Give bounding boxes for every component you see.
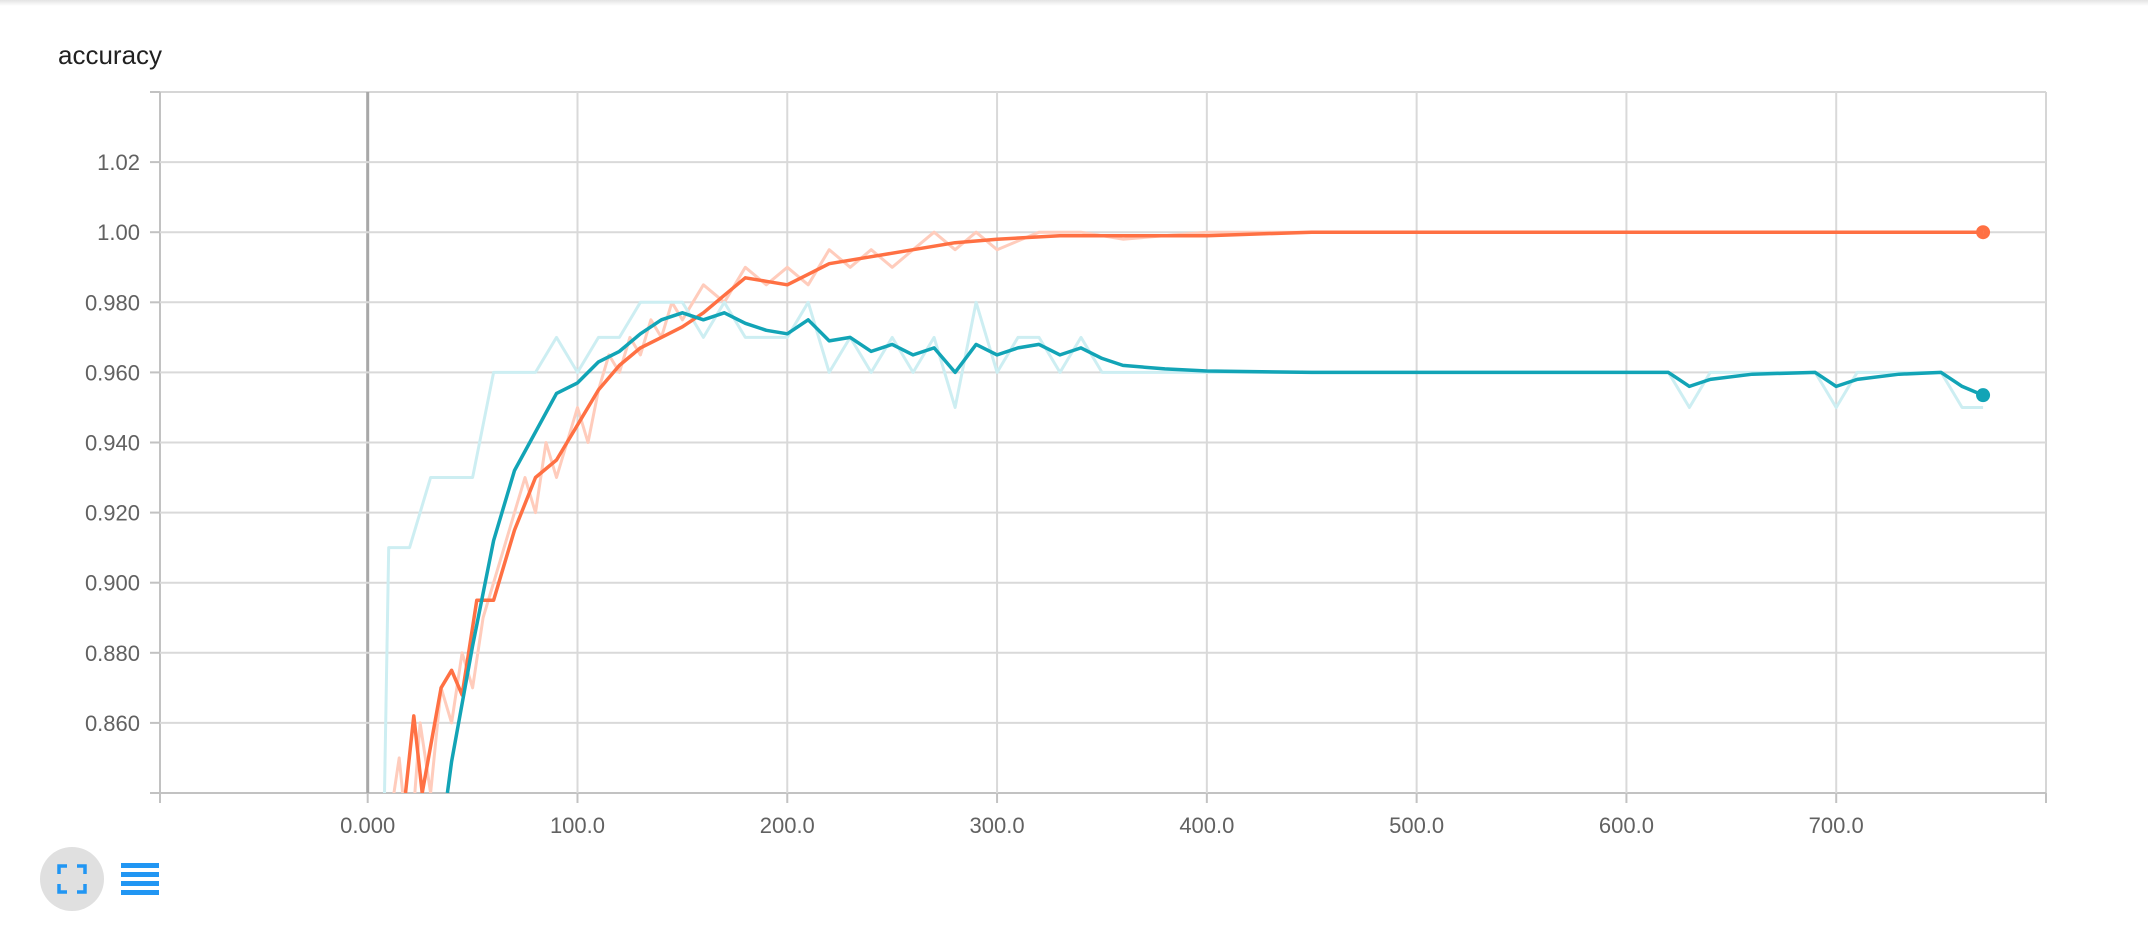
expand-chart-button[interactable] — [40, 847, 104, 911]
x-tick-label: 100.0 — [550, 813, 605, 838]
y-tick-label: 0.980 — [85, 290, 140, 315]
top-shadow — [0, 0, 2148, 6]
series-1-smoothed-line — [445, 311, 1984, 793]
x-tick-label: 700.0 — [1809, 813, 1864, 838]
menu-icon — [121, 863, 159, 895]
series-0-raw-line — [392, 230, 1984, 793]
x-tick-label: 600.0 — [1599, 813, 1654, 838]
toggle-legend-button[interactable] — [118, 857, 162, 901]
x-tick-label: 400.0 — [1179, 813, 1234, 838]
x-tick-label: 200.0 — [760, 813, 815, 838]
y-tick-label: 0.940 — [85, 431, 140, 456]
fullscreen-icon — [57, 864, 87, 894]
y-tick-label: 0.860 — [85, 711, 140, 736]
y-tick-label: 0.960 — [85, 360, 140, 385]
x-tick-label: 0.000 — [340, 813, 395, 838]
x-tick-label: 300.0 — [970, 813, 1025, 838]
series-0-smoothed-line — [403, 230, 1984, 793]
x-tick-label: 500.0 — [1389, 813, 1444, 838]
chart-title: accuracy — [58, 40, 163, 70]
y-tick-label: 0.900 — [85, 571, 140, 596]
y-tick-label: 1.02 — [97, 150, 140, 175]
y-tick-label: 1.00 — [97, 220, 140, 245]
y-tick-label: 0.880 — [85, 641, 140, 666]
y-tick-label: 0.920 — [85, 501, 140, 526]
